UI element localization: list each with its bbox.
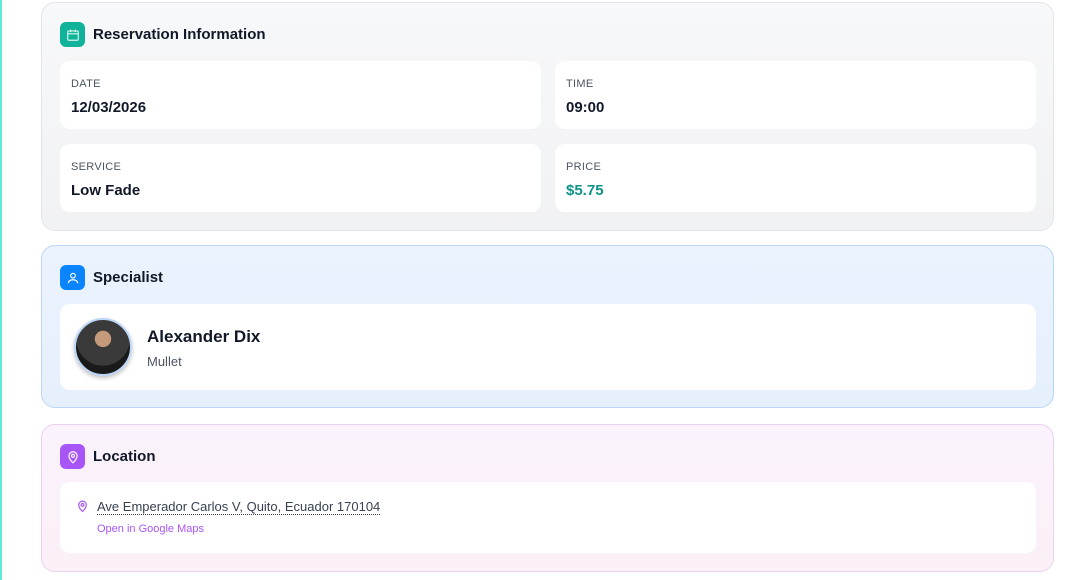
- avatar: [74, 318, 132, 376]
- date-field: DATE 12/03/2026: [60, 61, 541, 129]
- address-link[interactable]: Ave Emperador Carlos V, Quito, Ecuador 1…: [97, 499, 381, 515]
- specialist-header: Specialist: [60, 265, 163, 290]
- service-field: SERVICE Low Fade: [60, 144, 541, 212]
- time-label: TIME: [566, 78, 594, 90]
- time-field: TIME 09:00: [555, 61, 1036, 129]
- open-google-maps-link[interactable]: Open in Google Maps: [97, 523, 205, 535]
- date-value: 12/03/2026: [71, 99, 147, 116]
- address-pin-icon: [76, 499, 89, 518]
- price-label: PRICE: [566, 161, 602, 173]
- time-value: 09:00: [566, 99, 605, 116]
- left-edge-border: [0, 0, 2, 580]
- specialist-card: Specialist Alexander Dix Mullet: [41, 245, 1054, 408]
- specialist-title: Specialist: [93, 269, 164, 286]
- service-value: Low Fade: [71, 182, 141, 199]
- location-title: Location: [93, 448, 156, 465]
- reservation-card: Reservation Information DATE 12/03/2026 …: [41, 2, 1054, 231]
- location-details: Ave Emperador Carlos V, Quito, Ecuador 1…: [60, 482, 1036, 553]
- service-label: SERVICE: [71, 161, 122, 173]
- calendar-icon: [60, 22, 85, 47]
- price-value: $5.75: [566, 182, 604, 199]
- date-label: DATE: [71, 78, 101, 90]
- user-icon: [60, 265, 85, 290]
- specialist-profile: Alexander Dix Mullet: [60, 304, 1036, 390]
- location-card: Location Ave Emperador Carlos V, Quito, …: [41, 424, 1054, 572]
- location-header: Location: [60, 444, 156, 469]
- reservation-title: Reservation Information: [93, 26, 266, 43]
- reservation-header: Reservation Information: [60, 22, 266, 47]
- specialist-specialty: Mullet: [147, 354, 182, 369]
- price-field: PRICE $5.75: [555, 144, 1036, 212]
- map-pin-icon: [60, 444, 85, 469]
- specialist-name: Alexander Dix: [147, 327, 261, 346]
